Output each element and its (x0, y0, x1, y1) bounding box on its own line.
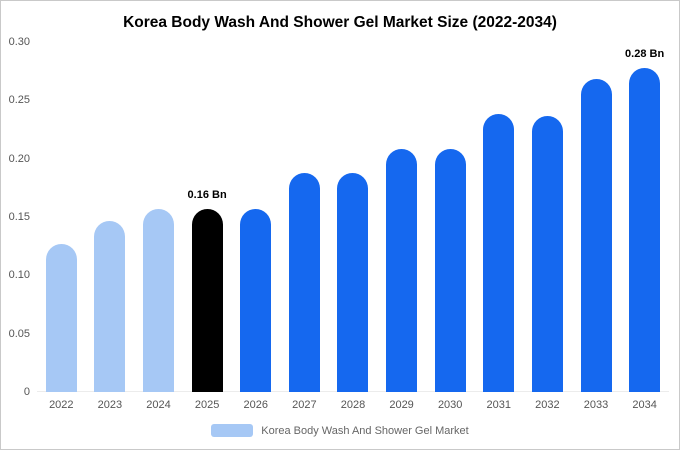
bar-value-label-2025: 0.16 Bn (187, 188, 227, 201)
bar-slot-2026: 2026 (231, 42, 280, 411)
x-axis-label-2025: 2025 (194, 399, 220, 411)
y-axis-tick-label: 0.10 (8, 269, 30, 282)
bar-value-label-2034: 0.28 Bn (625, 47, 665, 60)
bar-2025 (191, 208, 223, 392)
bar-slot-2025: 0.16 Bn 2025 (183, 42, 232, 411)
x-axis-label-2027: 2027 (292, 399, 317, 411)
bar-2028 (337, 172, 369, 392)
x-axis-label-2030: 2030 (437, 399, 463, 411)
bar-2034 (629, 67, 661, 392)
y-axis-tick-label: 0.20 (8, 152, 30, 165)
bar-slot-2024: 2024 (134, 42, 183, 411)
bar-2022 (45, 243, 77, 392)
x-axis-label-2033: 2033 (583, 399, 609, 411)
y-axis-tick-label: 0.15 (8, 211, 30, 223)
bar-slot-2022: 2022 (37, 42, 86, 411)
x-axis-label-2032: 2032 (535, 399, 560, 411)
legend-swatch (211, 424, 254, 437)
x-axis-label-2026: 2026 (243, 399, 268, 411)
bar-slot-2034: 0.28 Bn 2034 (620, 42, 669, 411)
legend: Korea Body Wash And Shower Gel Market (1, 424, 679, 437)
bar-slot-2029: 2029 (377, 42, 426, 411)
bar-slot-2027: 2027 (280, 42, 329, 411)
bar-slot-2023: 2023 (86, 42, 135, 411)
bar-slot-2028: 2028 (329, 42, 378, 411)
bar-2033 (580, 79, 612, 392)
bar-2026 (240, 208, 272, 392)
x-axis-label-2023: 2023 (97, 399, 123, 411)
bar-slot-2031: 2031 (474, 42, 523, 411)
bar-2030 (434, 149, 466, 392)
bar-slot-2033: 2033 (572, 42, 621, 411)
y-axis-tick-label: 0 (23, 386, 30, 398)
bar-2024 (143, 208, 175, 392)
bar-2031 (483, 114, 515, 392)
bar-2023 (94, 220, 126, 392)
legend-label: Korea Body Wash And Shower Gel Market (261, 424, 469, 437)
x-axis-label-2028: 2028 (340, 399, 366, 411)
plot-area: 0.30 0.25 0.20 0.15 0.10 0.05 0 2022 2023 2024 0.… (9, 36, 669, 411)
chart-title: Korea Body Wash And Shower Gel Market Si… (123, 14, 557, 31)
chart-container: Korea Body Wash And Shower Gel Market Si… (1, 1, 679, 437)
y-axis-tick-label: 0.25 (8, 94, 30, 107)
x-axis-label-2024: 2024 (146, 399, 171, 411)
bar-series: 2022 2023 2024 0.16 Bn 2025 2026 2027 2028 2029 2… (37, 42, 669, 411)
y-axis-tick-label: 0.30 (8, 36, 30, 48)
bar-2032 (531, 115, 563, 392)
x-axis-label-2031: 2031 (486, 399, 512, 411)
y-axis-tick-label: 0.05 (8, 327, 30, 340)
x-axis-label-2034: 2034 (632, 399, 657, 411)
x-axis-label-2029: 2029 (389, 399, 414, 411)
bar-slot-2030: 2030 (426, 42, 475, 411)
bar-2027 (288, 172, 320, 392)
bar-2029 (386, 149, 418, 392)
bar-slot-2032: 2032 (523, 42, 572, 411)
x-axis-label-2022: 2022 (49, 399, 74, 411)
